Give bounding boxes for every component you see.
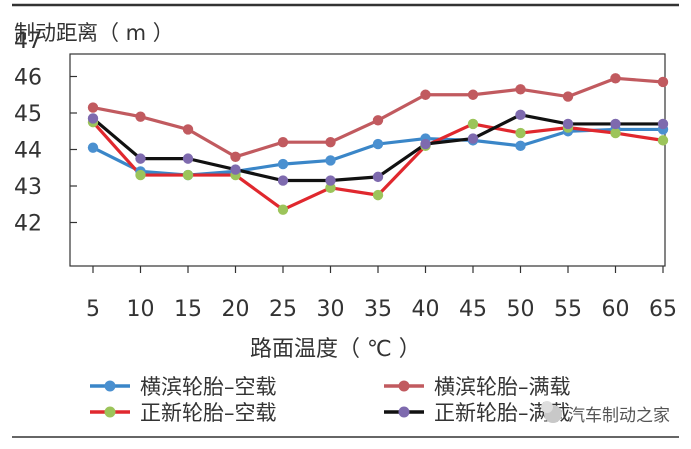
series-3-point — [325, 182, 336, 194]
y-axis-title: 制动距离（ m ） — [14, 21, 174, 45]
y-tick-label: 45 — [14, 102, 42, 127]
series-2-point — [657, 76, 669, 88]
series-1-point — [515, 140, 526, 152]
watermark-text: 汽车制动之家 — [568, 406, 670, 426]
series-2-point — [467, 89, 479, 100]
series-3-point — [372, 189, 384, 201]
series-2-point — [515, 84, 526, 95]
series-1-point — [87, 142, 99, 153]
series-2-point — [135, 111, 146, 122]
series-4-point — [467, 133, 479, 144]
y-tick-label: 47 — [14, 29, 42, 54]
series-4-point — [325, 175, 336, 186]
x-tick-label: 65 — [649, 297, 677, 322]
x-tick-label: 20 — [222, 297, 250, 322]
series-2-point — [420, 89, 431, 100]
x-tick-label: 40 — [412, 297, 440, 322]
series-3-point — [610, 127, 621, 139]
series-4-point — [657, 118, 669, 130]
y-tick-label: 44 — [14, 139, 42, 164]
series-3-point — [135, 169, 146, 181]
x-tick-label: 50 — [507, 297, 535, 322]
legend-swatch-marker — [104, 380, 116, 392]
series-2-point — [562, 91, 574, 102]
series-2-point — [87, 102, 99, 113]
y-tick-label: 43 — [14, 175, 42, 200]
legend-swatch-marker — [398, 406, 410, 418]
series-2-point — [277, 137, 289, 148]
series-4-point — [515, 109, 526, 121]
series-4-point — [562, 118, 574, 130]
x-tick-label: 45 — [459, 297, 487, 322]
x-tick-label: 25 — [269, 297, 297, 322]
series-layer — [87, 73, 669, 215]
x-tick-label: 15 — [174, 297, 202, 322]
legend-label: 横滨轮胎–满载 — [434, 375, 571, 399]
series-4-point — [277, 175, 289, 186]
series-3-point — [467, 118, 479, 130]
series-2-point — [325, 137, 336, 148]
series-4-point — [372, 171, 384, 183]
x-tick-label: 35 — [364, 297, 392, 322]
x-tick-label: 30 — [317, 297, 345, 322]
legend-swatch-marker — [104, 406, 116, 418]
series-1-point — [277, 158, 289, 170]
series-4-point — [135, 153, 146, 164]
x-tick-label: 10 — [127, 297, 155, 322]
watermark: 汽车制动之家 — [541, 401, 670, 426]
legend-label: 横滨轮胎–空载 — [140, 375, 277, 399]
wechat-icon-bubble — [541, 401, 553, 413]
series-3-point — [657, 135, 669, 146]
x-tick-label: 5 — [86, 297, 100, 322]
series-2-point — [610, 73, 621, 84]
series-1-point — [325, 155, 336, 166]
series-3-point — [515, 127, 526, 139]
series-4-point — [610, 118, 621, 130]
legend-swatch-marker — [398, 380, 410, 392]
series-2-point — [372, 115, 384, 126]
series-4-point — [420, 138, 431, 150]
legend-label: 正新轮胎–空载 — [140, 401, 277, 425]
x-axis: 5 10 15 20 25 30 35 40 45 50 55 60 65 — [86, 266, 677, 322]
y-tick-label: 42 — [14, 212, 42, 237]
series-4-point — [87, 113, 99, 124]
x-tick-label: 60 — [602, 297, 630, 322]
series-4-point — [230, 164, 241, 175]
series-2-point — [230, 151, 241, 162]
x-tick-label: 55 — [554, 297, 582, 322]
series-2-point — [182, 124, 194, 135]
x-axis-title: 路面温度（ ℃ ） — [250, 337, 421, 362]
y-tick-label: 46 — [14, 66, 42, 91]
series-4-point — [182, 153, 194, 164]
series-3-point — [182, 169, 194, 181]
y-axis: 42 43 44 45 46 47 — [14, 29, 77, 237]
series-3-point — [277, 204, 289, 215]
series-1-point — [372, 138, 384, 150]
